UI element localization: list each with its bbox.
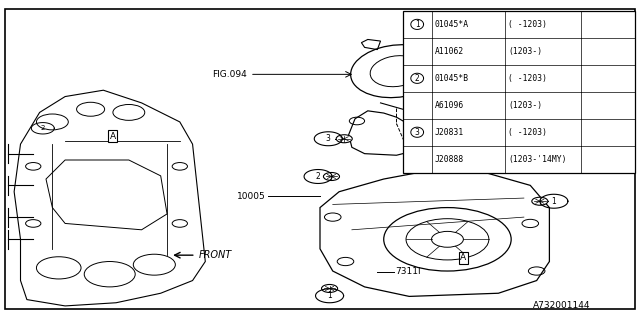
Text: 01045*A: 01045*A bbox=[435, 20, 469, 29]
Text: 1: 1 bbox=[552, 197, 556, 206]
Circle shape bbox=[411, 131, 427, 139]
Text: A11062: A11062 bbox=[435, 47, 464, 56]
Text: FRONT: FRONT bbox=[199, 250, 232, 260]
Text: J20888: J20888 bbox=[435, 155, 464, 164]
Text: A732001144: A732001144 bbox=[533, 301, 591, 310]
Text: (1203-'14MY): (1203-'14MY) bbox=[508, 155, 566, 164]
Text: (1203-): (1203-) bbox=[508, 101, 542, 110]
Text: 2: 2 bbox=[415, 74, 420, 83]
Circle shape bbox=[321, 284, 337, 292]
Text: 23960( -'14MY): 23960( -'14MY) bbox=[438, 153, 502, 162]
Circle shape bbox=[323, 172, 339, 180]
Circle shape bbox=[336, 135, 352, 143]
Text: 01045*B: 01045*B bbox=[435, 74, 469, 83]
Text: 7311I: 7311I bbox=[395, 267, 421, 276]
Text: ( -1203): ( -1203) bbox=[508, 128, 547, 137]
Text: A: A bbox=[110, 132, 116, 141]
Text: 1: 1 bbox=[327, 291, 332, 300]
Text: A: A bbox=[460, 253, 467, 262]
Text: J20831: J20831 bbox=[435, 128, 464, 137]
Circle shape bbox=[532, 197, 548, 205]
Text: A61096: A61096 bbox=[435, 101, 464, 110]
Text: 2: 2 bbox=[316, 172, 321, 181]
Text: ( -1203): ( -1203) bbox=[508, 20, 547, 29]
FancyBboxPatch shape bbox=[403, 11, 636, 173]
Text: 3: 3 bbox=[431, 131, 436, 140]
Text: ( -1203): ( -1203) bbox=[508, 74, 547, 83]
Text: 3: 3 bbox=[326, 134, 331, 143]
Text: 2: 2 bbox=[40, 125, 45, 131]
Text: 10005: 10005 bbox=[237, 192, 266, 201]
Text: FIG.094: FIG.094 bbox=[212, 70, 246, 79]
Text: 3: 3 bbox=[415, 128, 420, 137]
Text: 1: 1 bbox=[415, 20, 420, 29]
Text: (1203-): (1203-) bbox=[508, 47, 542, 56]
